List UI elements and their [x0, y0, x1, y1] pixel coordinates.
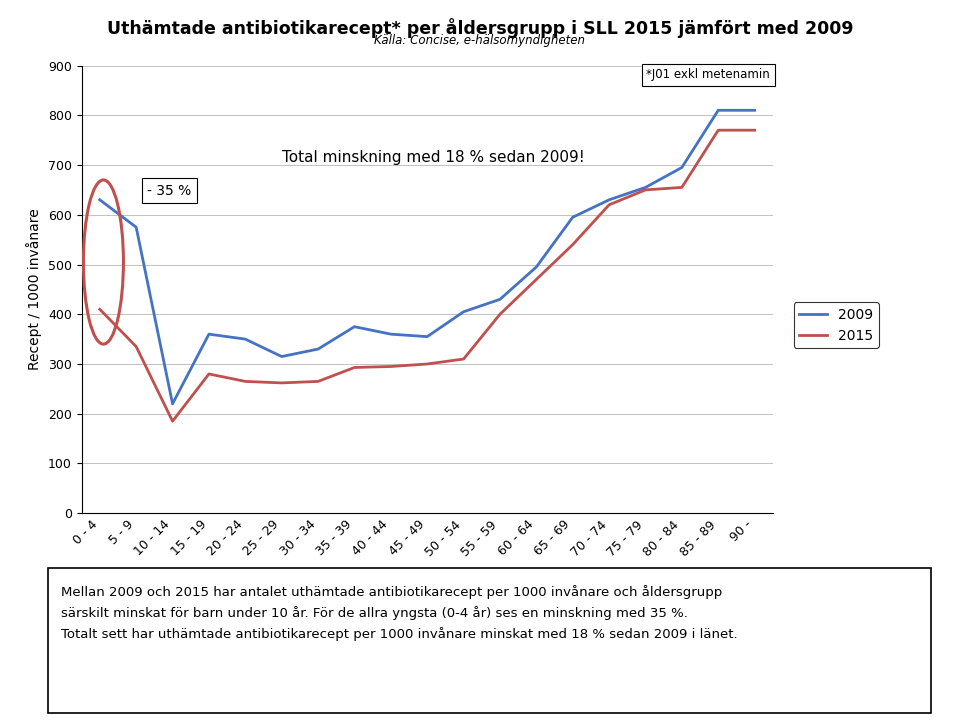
2009: [494, 295, 506, 304]
Text: Total minskning med 18 % sedan 2009!: Total minskning med 18 % sedan 2009!: [281, 150, 585, 165]
2009: [712, 106, 724, 115]
2009: [567, 213, 579, 221]
Line: 2015: 2015: [100, 130, 755, 422]
Line: 2009: 2009: [100, 111, 755, 404]
Text: Källa: Concise, e-hälsomyndigheten: Källa: Concise, e-hälsomyndigheten: [374, 34, 586, 47]
2015: [567, 240, 579, 249]
2009: [276, 352, 287, 361]
2009: [676, 163, 687, 172]
2009: [531, 263, 542, 272]
2015: [712, 126, 724, 135]
2015: [494, 310, 506, 319]
2009: [312, 345, 324, 354]
2009: [603, 195, 614, 204]
2009: [749, 106, 760, 115]
2009: [167, 400, 179, 408]
2015: [312, 377, 324, 386]
Text: Mellan 2009 och 2015 har antalet uthämtade antibiotikarecept per 1000 invånare o: Mellan 2009 och 2015 har antalet uthämta…: [61, 585, 738, 641]
2015: [276, 379, 287, 387]
2009: [385, 330, 396, 339]
Y-axis label: Recept / 1000 invånare: Recept / 1000 invånare: [26, 208, 42, 371]
2015: [348, 363, 360, 372]
2015: [167, 417, 179, 426]
2009: [131, 223, 142, 232]
2015: [131, 342, 142, 351]
2015: [603, 200, 614, 209]
FancyBboxPatch shape: [48, 568, 931, 713]
2015: [639, 186, 651, 194]
2009: [204, 330, 215, 339]
2009: [348, 323, 360, 331]
Text: Uthämtade antibiotikarecept* per åldersgrupp i SLL 2015 jämfört med 2009: Uthämtade antibiotikarecept* per åldersg…: [107, 18, 853, 38]
2015: [94, 305, 106, 314]
Text: - 35 %: - 35 %: [147, 184, 191, 198]
2015: [531, 275, 542, 284]
2015: [240, 377, 252, 386]
2009: [458, 307, 469, 316]
2015: [676, 183, 687, 191]
2009: [94, 195, 106, 204]
2015: [204, 370, 215, 379]
2015: [421, 360, 433, 368]
2009: [240, 335, 252, 344]
2015: [385, 362, 396, 371]
Text: *J01 exkl metenamin: *J01 exkl metenamin: [646, 68, 770, 82]
2015: [458, 355, 469, 363]
2015: [749, 126, 760, 135]
Legend: 2009, 2015: 2009, 2015: [794, 302, 878, 348]
2009: [639, 183, 651, 191]
2009: [421, 332, 433, 341]
